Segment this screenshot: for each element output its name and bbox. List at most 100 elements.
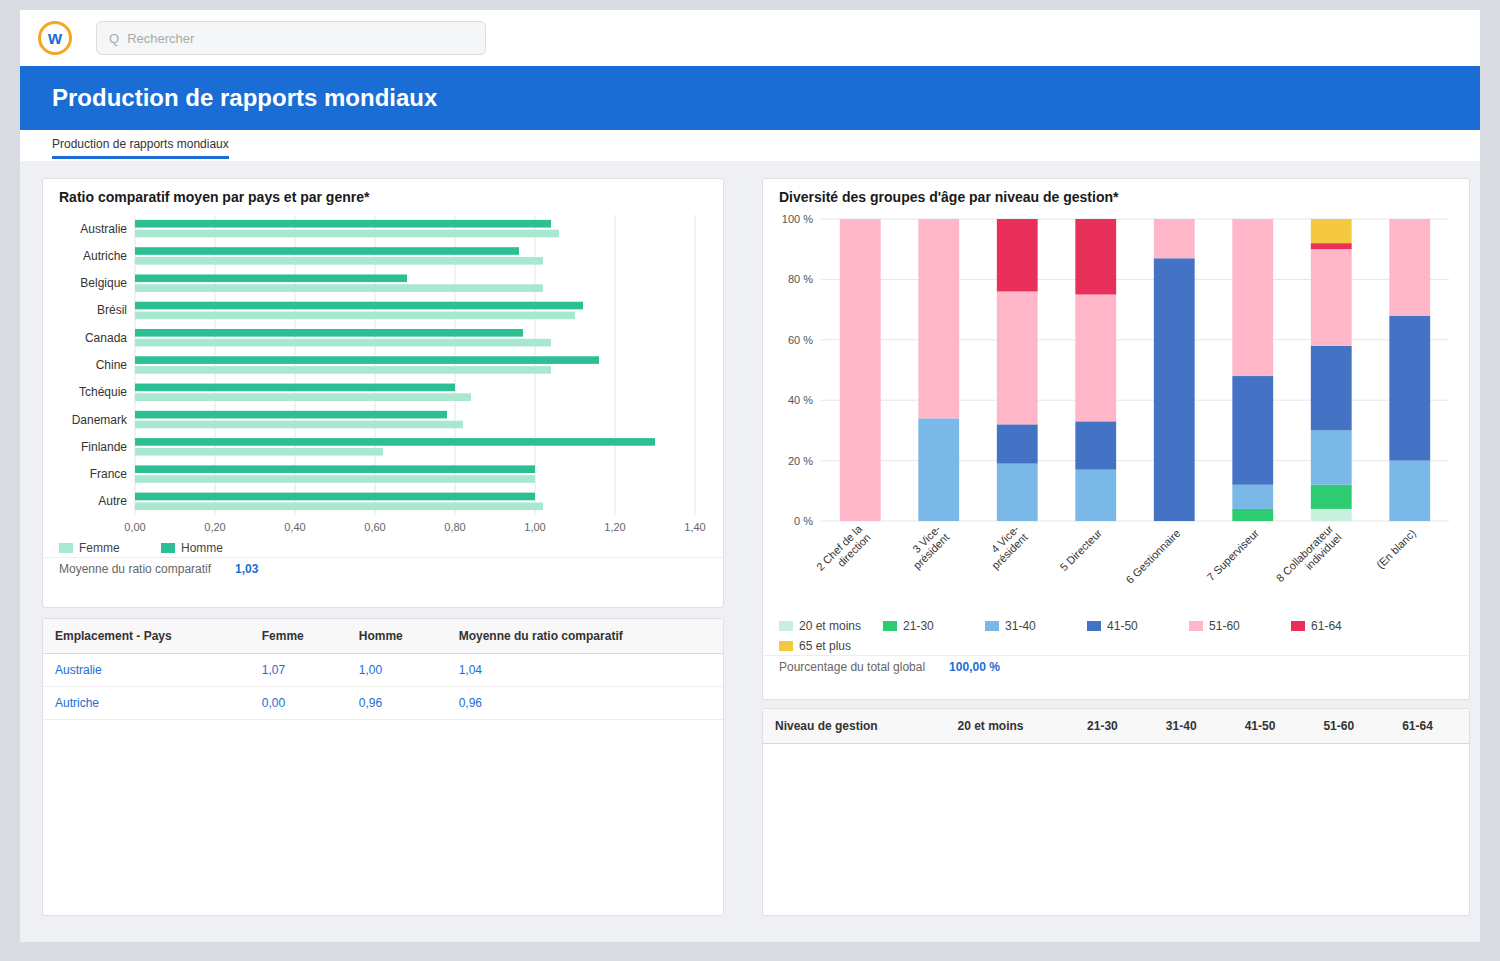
bar-segment [997, 219, 1038, 220]
bar [135, 257, 543, 265]
legend-item: 20 et moins [779, 619, 861, 633]
chart-card: Ratio comparatif moyen par pays et par g… [42, 178, 724, 608]
x-tick-label: 3 Vice-président [902, 522, 951, 571]
bar [135, 329, 523, 337]
bar-segment [1389, 219, 1430, 220]
grid [135, 215, 695, 515]
legend-item: 31-40 [985, 619, 1065, 633]
bar-segment [1232, 219, 1273, 220]
bar-segment [918, 219, 959, 220]
tab-bar: Production de rapports mondiaux [20, 130, 1480, 161]
legend-swatch [779, 641, 793, 651]
table-cell: 0,96 [347, 687, 447, 720]
x-tick-label: 0,00 [124, 521, 145, 533]
legend-swatch [161, 543, 175, 553]
bar-segment [1154, 219, 1195, 258]
x-tick-label: 1,00 [524, 521, 545, 533]
table-head: Emplacement - PaysFemmeHommeMoyenne du r… [43, 619, 723, 654]
legend-swatch [1291, 621, 1305, 631]
grid-line [821, 521, 1449, 522]
y-tick-label: 80 % [788, 273, 813, 285]
table-cell: Australie [43, 654, 250, 687]
summary-strip: Moyenne du ratio comparatif1,03 [43, 557, 723, 580]
bar-segment [1075, 219, 1116, 220]
data-table: Niveau de gestion20 et moins21-3031-4041… [763, 709, 1469, 744]
table-cell: 0,00 [250, 687, 347, 720]
summary-value: 100,00 % [949, 660, 1000, 674]
bar-segment [1075, 421, 1116, 469]
bar [135, 421, 463, 429]
bar-segment [1311, 219, 1352, 243]
y-tick-label: Brésil [97, 303, 127, 317]
bar-segment [1311, 509, 1352, 521]
x-tick-label: 0,80 [444, 521, 465, 533]
table-cell: 0,96 [447, 687, 723, 720]
bar [135, 384, 455, 392]
bar-segment [997, 424, 1038, 463]
bar-segment [1154, 219, 1195, 220]
y-tick-label: 60 % [788, 334, 813, 346]
bar-segment [1311, 485, 1352, 509]
y-tick-label: Autriche [83, 249, 127, 263]
legend-item: 65 et plus [779, 639, 859, 653]
y-tick-label: 0 % [794, 515, 813, 527]
bar [135, 284, 543, 292]
x-tick-label: 6 Gestionnaire [1123, 527, 1182, 586]
bar [135, 465, 535, 473]
bar-segment [1075, 219, 1116, 295]
nav-bar: wQRechercher [20, 10, 1480, 66]
chart-title: Diversité des groupes d'âge par niveau d… [763, 179, 1469, 209]
bar-segment [997, 464, 1038, 521]
page-title: Production de rapports mondiaux [52, 84, 437, 112]
bar [135, 220, 551, 228]
legend-item: 41-50 [1087, 619, 1167, 633]
x-tick-label: 1,40 [684, 521, 705, 533]
legend-item: 51-60 [1189, 619, 1269, 633]
bar-segment [840, 219, 881, 220]
legend-swatch [779, 621, 793, 631]
search-box[interactable]: QRechercher [96, 21, 486, 55]
bar-segment [997, 291, 1038, 424]
bar-segment [1232, 485, 1273, 509]
table-header-row: Emplacement - PaysFemmeHommeMoyenne du r… [43, 619, 723, 654]
bar-segment [1311, 430, 1352, 484]
legend-label: 31-40 [1005, 619, 1036, 633]
tab[interactable]: Production de rapports mondiaux [52, 130, 229, 159]
table-cell: 1,04 [447, 654, 723, 687]
bar-segment [1389, 316, 1430, 461]
search-icon: Q [109, 31, 119, 46]
bars [135, 220, 655, 510]
bar-segment [1075, 295, 1116, 422]
y-tick-label: 100 % [782, 213, 813, 225]
table-header: Homme [347, 619, 447, 654]
y-tick-label: Belgique [80, 276, 127, 290]
bar-segment [1232, 509, 1273, 521]
table-head: Niveau de gestion20 et moins21-3031-4041… [763, 709, 1469, 744]
bar-segment [1311, 346, 1352, 431]
bar [135, 438, 655, 446]
legend-swatch [985, 621, 999, 631]
bar-segment [1232, 376, 1273, 485]
grid-line [615, 215, 616, 515]
bar-segment [1311, 243, 1352, 249]
bar-segment [1154, 219, 1195, 220]
table-cell: Autriche [43, 687, 250, 720]
bar [135, 411, 447, 419]
legend-label: Femme [79, 541, 120, 555]
bar [135, 448, 383, 456]
bar [135, 339, 551, 347]
bar [135, 475, 535, 483]
y-tick-label: 20 % [788, 455, 813, 467]
table-header: Emplacement - Pays [43, 619, 250, 654]
bar-segment [918, 418, 959, 521]
legend-item: 61-64 [1291, 619, 1371, 633]
y-tick-label: Tchéquie [79, 385, 127, 399]
bar-segment [1232, 219, 1273, 376]
summary-strip: Pourcentage du total global100,00 % [763, 655, 1469, 678]
chart-title: Ratio comparatif moyen par pays et par g… [43, 179, 723, 209]
grid-line [695, 215, 696, 515]
grid-line [821, 460, 1449, 461]
grid-line [821, 219, 1449, 220]
legend: 20 et moins21-3031-4041-5051-6061-6465 e… [763, 617, 1469, 655]
bar-segment [840, 219, 881, 521]
